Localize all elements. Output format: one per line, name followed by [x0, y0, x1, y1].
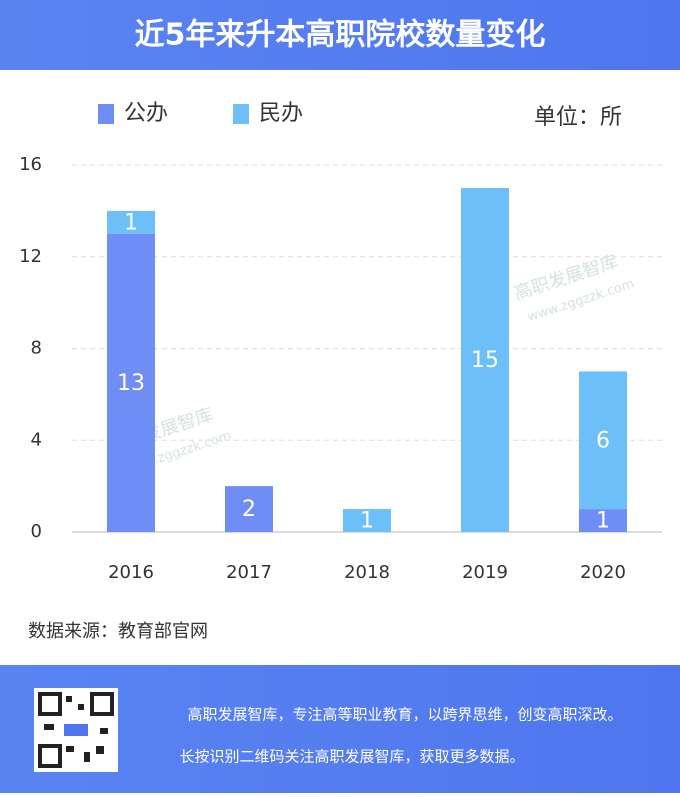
footer-text: 高职发展智库，专注高等职业教育，以跨界思维，创变高职深改。 — [187, 706, 622, 724]
legend-label: 民办 — [259, 101, 303, 126]
data-label: 2 — [242, 497, 256, 522]
qr-pattern — [38, 692, 114, 768]
footer-text: 长按识别二维码关注高职发展智库，获取更多数据。 — [179, 748, 524, 766]
y-tick-label: 8 — [31, 338, 42, 359]
y-tick-label: 0 — [31, 521, 42, 542]
bar — [579, 509, 627, 532]
source: 数据来源：教育部官网 — [28, 621, 208, 642]
x-tick-label: 2018 — [344, 562, 390, 583]
y-tick-label: 4 — [31, 429, 42, 450]
data-label: 1 — [124, 210, 138, 235]
bar — [343, 509, 391, 532]
x-tick-label: 2017 — [226, 562, 272, 583]
data-label: 13 — [117, 371, 145, 396]
data-label: 1 — [596, 509, 610, 534]
legend-swatch — [233, 104, 249, 124]
bar — [107, 210, 155, 234]
bar — [225, 486, 273, 532]
bar — [579, 371, 627, 510]
y-tick-label: 12 — [19, 246, 42, 267]
header-band — [0, 0, 680, 70]
legend-label: 公办 — [124, 101, 168, 126]
x-tick-label: 2019 — [462, 562, 508, 583]
data-label: 15 — [471, 348, 499, 373]
bar — [107, 233, 155, 532]
data-label: 1 — [360, 509, 374, 534]
y-tick-label: 16 — [19, 154, 42, 175]
x-tick-label: 2020 — [580, 562, 626, 583]
data-label: 6 — [596, 428, 610, 453]
unit-label: 单位：所 — [534, 105, 622, 130]
chart-title: 近5年来升本高职院校数量变化 — [135, 18, 546, 53]
bar — [461, 187, 509, 532]
x-tick-label: 2016 — [108, 562, 154, 583]
legend-swatch — [98, 104, 114, 124]
